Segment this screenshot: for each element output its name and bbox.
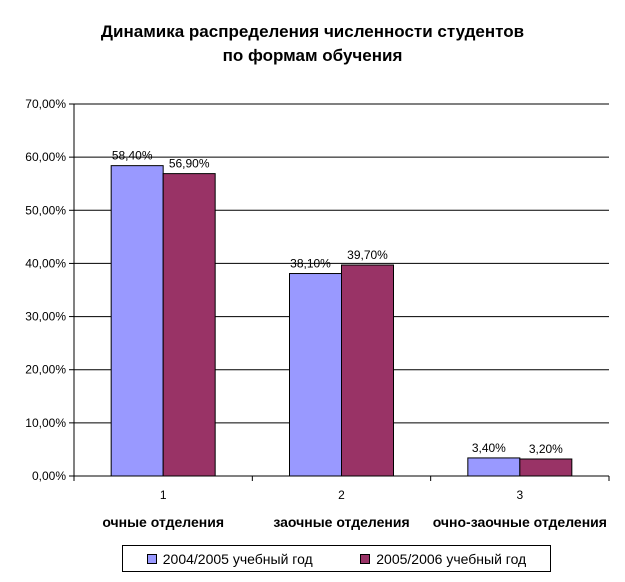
- x-tick-label: 1: [160, 488, 167, 502]
- legend-item-series-1: 2004/2005 учебный год: [146, 550, 313, 567]
- legend-swatch-series-1: [146, 553, 157, 564]
- bar-series-1: [289, 273, 342, 477]
- x-tick-label: 2: [338, 488, 345, 502]
- legend-swatch-series-2: [360, 553, 371, 564]
- bar-chart: 0,00% 10,00% 20,00% 30,00% 40,00% 50,00% 60,00…: [25, 97, 610, 530]
- bar-series-2: [162, 173, 216, 477]
- y-tick-label: 70,00%: [25, 97, 66, 111]
- legend-label-series-2: 2005/2006 учебный год: [376, 550, 527, 567]
- data-label: 58,40%: [112, 149, 153, 163]
- bar-series-1: [467, 457, 521, 477]
- data-label: 38,10%: [290, 257, 331, 271]
- y-tick-label: 30,00%: [25, 310, 66, 324]
- data-label: 39,70%: [347, 248, 388, 262]
- legend-item-series-2: 2005/2006 учебный год: [360, 551, 526, 567]
- y-tick-label: 0,00%: [32, 469, 66, 483]
- data-label: 3,40%: [472, 441, 506, 455]
- y-tick-label: 20,00%: [25, 363, 66, 377]
- bar-series-2: [519, 458, 573, 477]
- y-tick-label: 50,00%: [25, 203, 66, 217]
- category-name: очно-заочные отделения: [433, 514, 607, 530]
- chart-title: Динамика распределения численности студе…: [0, 20, 625, 68]
- y-tick-label: 60,00%: [25, 150, 66, 164]
- bar-series-1: [110, 165, 164, 477]
- data-label: 3,20%: [529, 442, 563, 456]
- category-name: очные отделения: [102, 514, 224, 530]
- y-tick-label: 10,00%: [25, 416, 66, 430]
- y-tick-label: 40,00%: [25, 256, 66, 270]
- legend: 2004/2005 учебный год 2005/2006 учебный …: [122, 545, 551, 572]
- data-label: 56,90%: [169, 157, 210, 171]
- x-tick-label: 3: [516, 488, 523, 502]
- bar-series-2: [341, 264, 394, 477]
- chart-title-line-2: по формам обучения: [222, 46, 403, 65]
- chart-title-line-1: Динамика распределения численности студе…: [100, 22, 525, 41]
- legend-label-series-1: 2004/2005 учебный год: [162, 550, 313, 567]
- category-name: заочные отделения: [273, 514, 409, 530]
